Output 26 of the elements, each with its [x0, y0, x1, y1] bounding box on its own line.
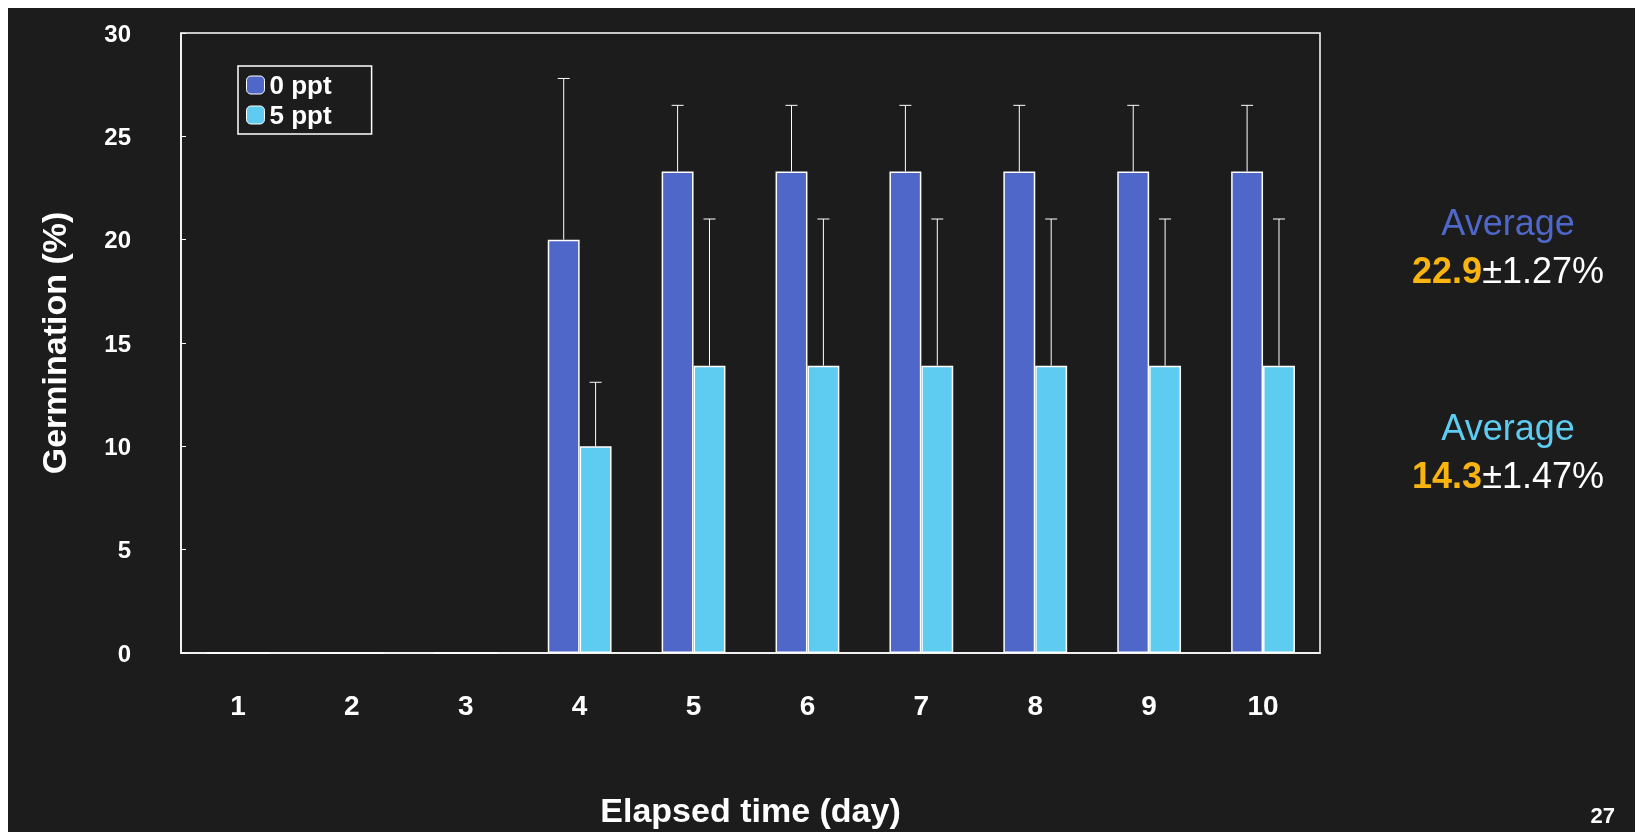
x-tick-label: 1: [230, 689, 246, 721]
x-tick-label: 7: [913, 689, 930, 721]
y-tick-label: 5: [117, 536, 131, 564]
x-tick-label: 8: [1027, 689, 1044, 721]
y-tick-label: 15: [104, 329, 131, 357]
text: 22.9±1.27%: [1412, 249, 1604, 291]
y-tick-label: 0: [117, 639, 131, 667]
x-tick-label: 3: [457, 689, 474, 721]
text: 14.3±1.47%: [1412, 454, 1604, 496]
x-axis-title: Elapsed time (day): [600, 791, 901, 829]
y-axis-title: Germination (%): [35, 211, 73, 475]
x-tick-label: 2: [344, 689, 360, 721]
x-tick-label: 4: [571, 689, 588, 721]
text: 27: [1590, 802, 1616, 828]
y-tick-label: 20: [104, 226, 131, 254]
text: Average: [1441, 406, 1575, 448]
y-tick-label: 30: [104, 19, 131, 47]
legend-label: 5 ppt: [269, 100, 332, 130]
x-tick-label: 10: [1247, 689, 1279, 721]
y-tick-label: 25: [104, 122, 131, 150]
y-tick-label: 10: [104, 432, 131, 460]
text: Average: [1441, 201, 1575, 243]
x-tick-label: 5: [685, 689, 702, 721]
legend-label: 0 ppt: [269, 70, 332, 100]
x-tick-label: 9: [1141, 689, 1157, 721]
x-tick-label: 6: [799, 689, 816, 721]
